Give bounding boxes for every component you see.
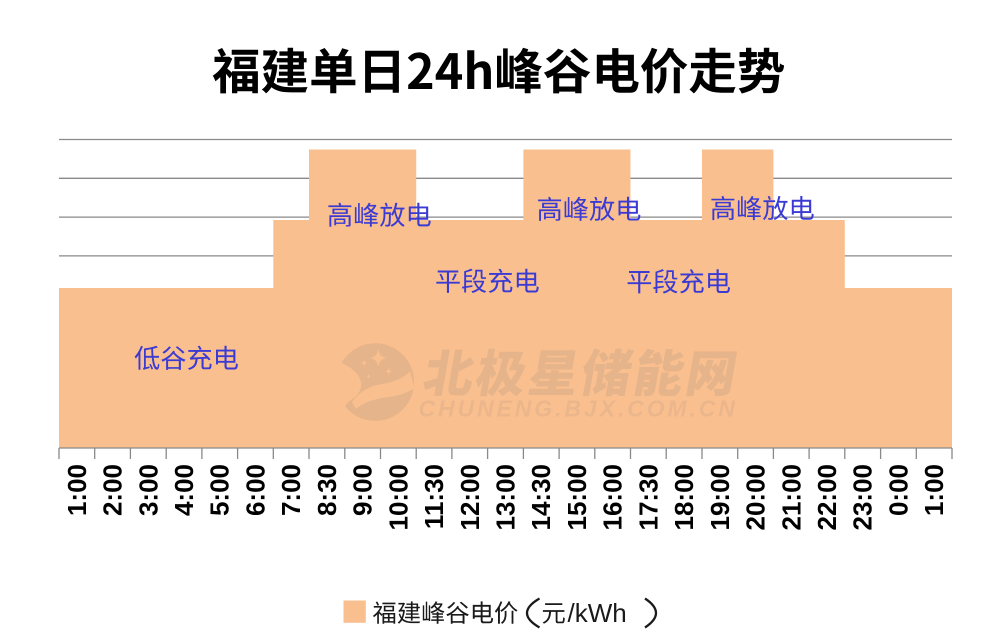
- svg-text:5:00: 5:00: [205, 464, 235, 516]
- svg-text:9:00: 9:00: [348, 464, 378, 516]
- svg-text:8:30: 8:30: [312, 464, 342, 516]
- svg-text:20:00: 20:00: [741, 464, 771, 531]
- svg-text:7:00: 7:00: [276, 464, 306, 516]
- svg-text:2:00: 2:00: [98, 464, 128, 516]
- svg-text:15:00: 15:00: [562, 464, 592, 531]
- svg-text:3:00: 3:00: [133, 464, 163, 516]
- svg-text:1:00: 1:00: [919, 464, 949, 516]
- svg-text:4:00: 4:00: [169, 464, 199, 516]
- svg-text:21:00: 21:00: [776, 464, 806, 531]
- svg-text:/kWh: /kWh: [568, 598, 627, 628]
- svg-text:12:00: 12:00: [455, 464, 485, 531]
- svg-text:18:00: 18:00: [669, 464, 699, 531]
- svg-text:19:00: 19:00: [705, 464, 735, 531]
- svg-text:10:00: 10:00: [383, 464, 413, 531]
- svg-text:11:30: 11:30: [419, 464, 449, 529]
- svg-text:1:00: 1:00: [62, 464, 92, 516]
- svg-text:16:00: 16:00: [598, 464, 628, 531]
- svg-text:6:00: 6:00: [241, 464, 271, 516]
- svg-text:22:00: 22:00: [812, 464, 842, 531]
- svg-text:23:00: 23:00: [848, 464, 878, 531]
- svg-text:17:30: 17:30: [633, 464, 663, 531]
- svg-text:CHUNENG.BJX.COM.CN: CHUNENG.BJX.COM.CN: [419, 396, 738, 422]
- svg-text:13:00: 13:00: [491, 464, 521, 531]
- svg-text:14:30: 14:30: [526, 464, 556, 531]
- svg-text:0:00: 0:00: [883, 464, 913, 516]
